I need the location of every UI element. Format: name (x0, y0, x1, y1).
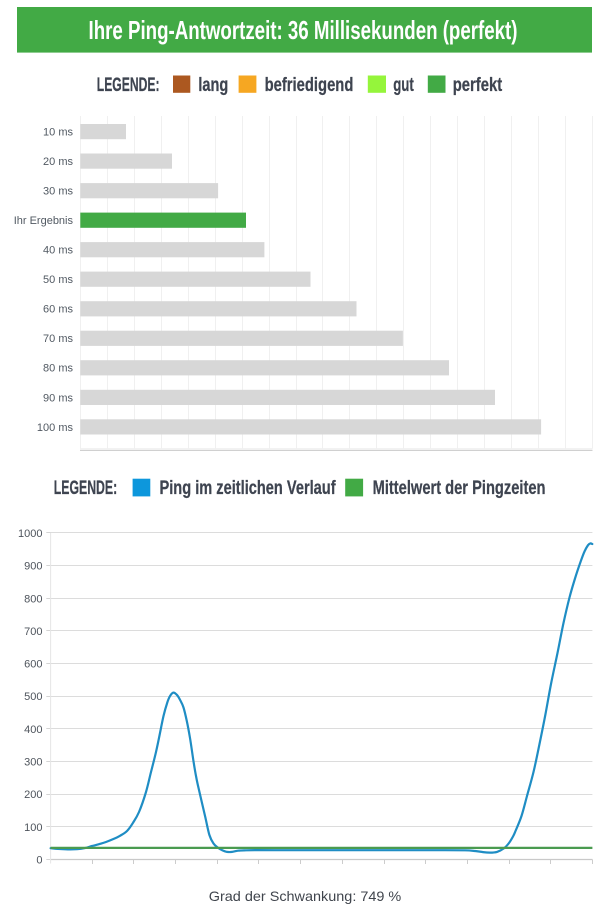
svg-text:gut: gut (393, 75, 414, 96)
svg-text:200: 200 (24, 789, 42, 801)
svg-text:60 ms: 60 ms (43, 304, 73, 316)
svg-text:90 ms: 90 ms (43, 392, 73, 404)
svg-text:100: 100 (24, 822, 42, 834)
svg-text:Mittelwert der Pingzeiten: Mittelwert der Pingzeiten (373, 478, 546, 499)
svg-text:40 ms: 40 ms (43, 245, 73, 257)
svg-text:100 ms: 100 ms (37, 422, 74, 434)
svg-text:befriedigend: befriedigend (265, 75, 354, 96)
svg-text:Ihre Ping-Antwortzeit: 36 Mill: Ihre Ping-Antwortzeit: 36 Millisekunden … (89, 15, 518, 45)
svg-text:80 ms: 80 ms (43, 363, 73, 375)
svg-text:10 ms: 10 ms (43, 127, 73, 139)
svg-text:30 ms: 30 ms (43, 186, 73, 198)
svg-text:1000: 1000 (18, 528, 42, 540)
svg-text:400: 400 (24, 724, 42, 736)
svg-text:800: 800 (24, 593, 42, 605)
svg-text:Grad der Schwankung: 749 %: Grad der Schwankung: 749 % (209, 888, 402, 904)
svg-text:Ping im zeitlichen Verlauf: Ping im zeitlichen Verlauf (160, 478, 337, 499)
svg-text:Ihr Ergebnis: Ihr Ergebnis (14, 215, 74, 227)
svg-text:900: 900 (24, 561, 42, 573)
svg-text:500: 500 (24, 691, 42, 703)
svg-text:600: 600 (24, 659, 42, 671)
svg-text:LEGENDE:: LEGENDE: (54, 478, 117, 499)
svg-text:lang: lang (198, 75, 228, 96)
svg-text:LEGENDE:: LEGENDE: (97, 75, 160, 96)
svg-text:300: 300 (24, 757, 42, 769)
svg-text:700: 700 (24, 626, 42, 638)
svg-text:50 ms: 50 ms (43, 274, 73, 286)
svg-text:perfekt: perfekt (453, 75, 503, 96)
svg-text:70 ms: 70 ms (43, 333, 73, 345)
svg-text:0: 0 (36, 855, 42, 867)
svg-text:20 ms: 20 ms (43, 156, 73, 168)
